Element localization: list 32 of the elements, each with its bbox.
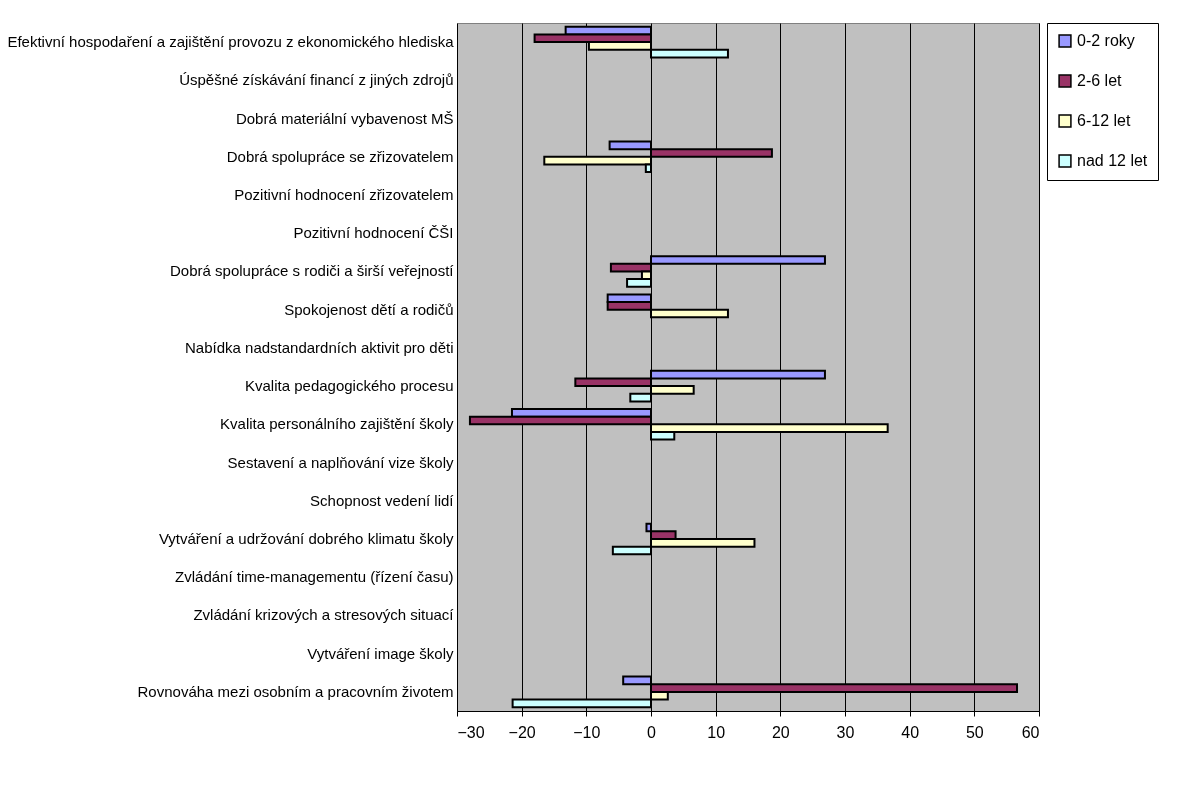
y-tick-label: Vytváření a udržování dobrého klimatu školy (158, 530, 454, 547)
y-tick-label: Zvládání time-managementu (řízení času) (175, 568, 454, 586)
x-tick-label: 0 (647, 723, 657, 741)
x-tick-label: −20 (508, 723, 536, 741)
legend-label: 2-6 let (1077, 72, 1123, 89)
y-tick-label: Sestavení a naplňování vize školy (227, 453, 454, 471)
y-tick-label: Schopnost vedení lidí (310, 491, 455, 509)
legend-label: 6-12 let (1077, 112, 1131, 129)
y-tick-label: Pozitivní hodnocení zřizovatelem (234, 186, 454, 203)
x-tick-label: 20 (771, 723, 790, 741)
y-tick-label: Zvládání krizových a stresových situací (193, 606, 455, 624)
x-tick-label: 50 (965, 723, 984, 741)
x-tick-label: 10 (707, 723, 726, 741)
x-tick-label: 40 (901, 723, 920, 741)
x-tick-label: 30 (836, 723, 855, 741)
y-tick-label: Spokojenost dětí a rodičů (284, 300, 454, 318)
y-tick-label: Úspěšné získávání financí z jiných zdrojů (179, 71, 454, 89)
y-tick-label: Kvalita personálního zajištění školy (220, 415, 454, 433)
y-tick-label: Dobrá spolupráce se zřizovatelem (226, 147, 454, 165)
y-tick-label: Vytváření image školy (307, 644, 454, 662)
legend-label: 0-2 roky (1077, 32, 1135, 49)
y-tick-label: Nabídka nadstandardních aktivit pro děti (185, 338, 454, 356)
x-tick-label: −30 (457, 723, 485, 741)
x-tick-label: 60 (1021, 723, 1040, 741)
y-tick-label: Kvalita pedagogického procesu (245, 377, 454, 395)
y-tick-label: Efektivní hospodaření a zajištění provozu z ekonomického hlediska (7, 33, 455, 51)
y-tick-label: Rovnováha mezi osobním a pracovním životem (137, 682, 454, 700)
x-tick-label: −10 (573, 723, 601, 741)
y-tick-label: Pozitivní hodnocení ČŠI (293, 224, 454, 242)
y-tick-label: Dobrá materiální vybavenost MŠ (235, 109, 454, 127)
y-tick-label: Dobrá spolupráce s rodiči a širší veřejností (170, 262, 455, 280)
legend-label: nad 12 let (1077, 152, 1148, 169)
